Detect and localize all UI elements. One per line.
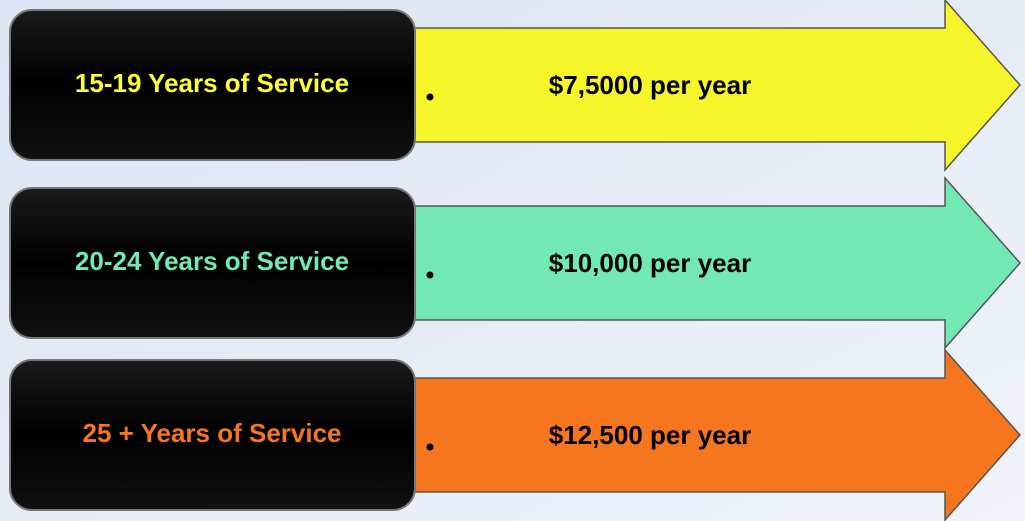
arrow xyxy=(404,176,1022,350)
label-box xyxy=(9,359,416,511)
row-label: 25 + Years of Service xyxy=(83,418,342,448)
label-box xyxy=(9,9,416,161)
row-label: 20-24 Years of Service xyxy=(75,246,349,276)
row-amount: $12,500 per year xyxy=(549,420,751,450)
arrow xyxy=(404,348,1022,521)
row-label: 15-19 Years of Service xyxy=(75,68,349,98)
row-amount: $10,000 per year xyxy=(549,248,751,278)
bullet xyxy=(426,443,434,451)
bullet xyxy=(426,93,434,101)
bullet xyxy=(426,271,434,279)
label-box xyxy=(9,187,416,339)
row-amount: $7,5000 per year xyxy=(549,70,751,100)
arrow xyxy=(404,0,1022,172)
